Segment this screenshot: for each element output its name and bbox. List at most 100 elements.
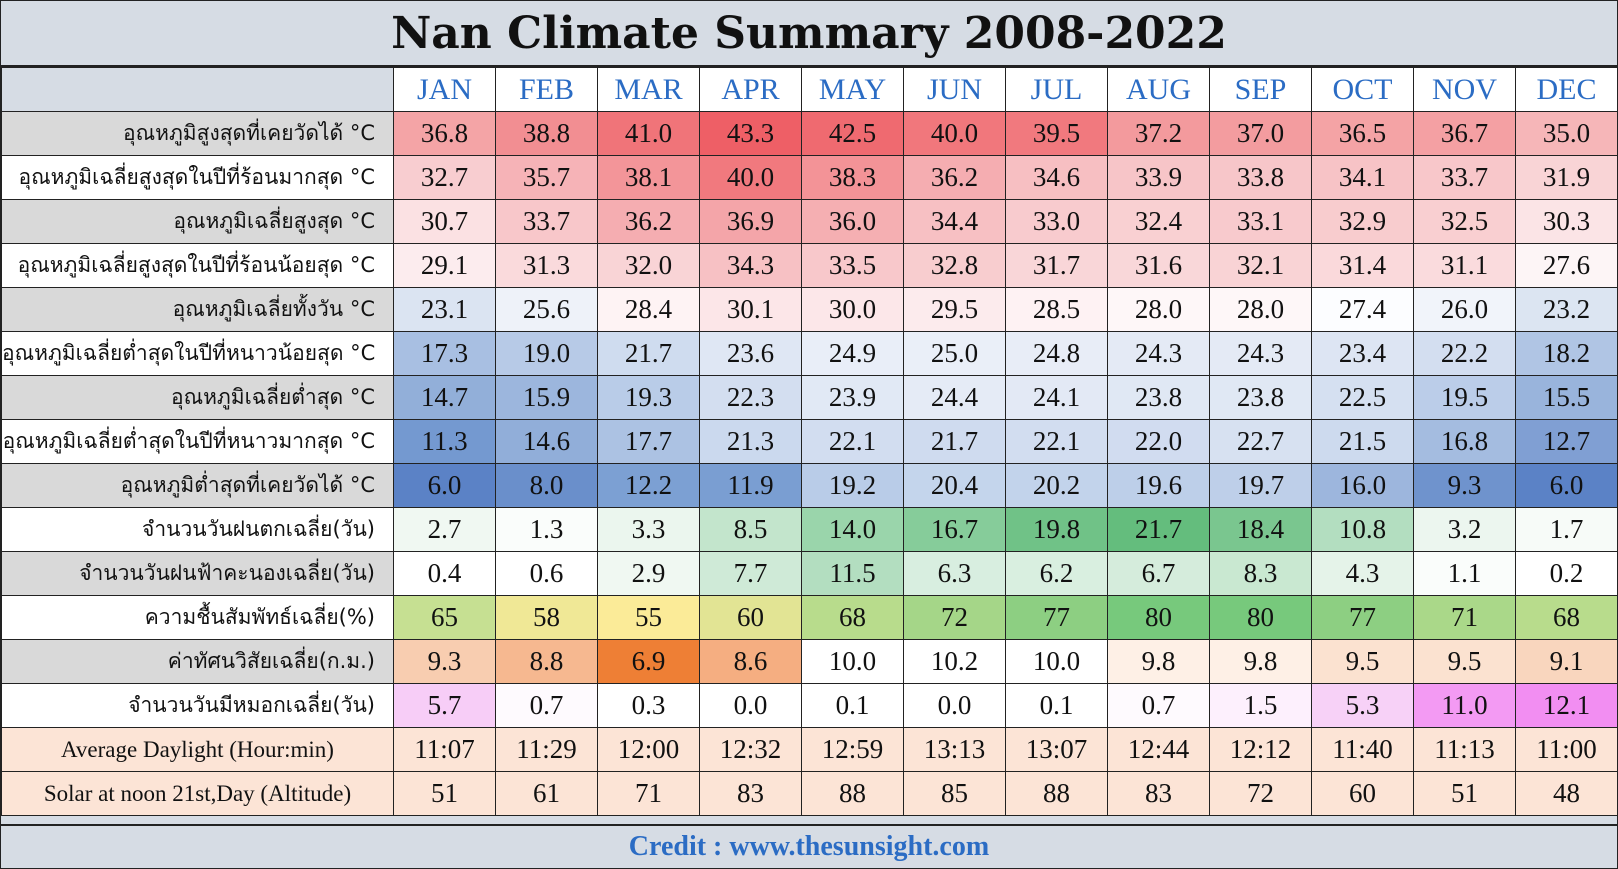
table-cell: 30.0 bbox=[801, 287, 904, 332]
table-cell: 34.3 bbox=[699, 243, 802, 288]
table-cell: 23.8 bbox=[1209, 375, 1312, 420]
header-corner bbox=[1, 67, 394, 112]
table-cell: 21.7 bbox=[1107, 507, 1210, 552]
table-cell: 51 bbox=[1413, 771, 1516, 816]
table-cell: 24.3 bbox=[1209, 331, 1312, 376]
column-header-sep: SEP bbox=[1209, 67, 1312, 112]
table-cell: 20.4 bbox=[903, 463, 1006, 508]
table-cell: 24.8 bbox=[1005, 331, 1108, 376]
table-cell: 22.3 bbox=[699, 375, 802, 420]
row-label: ค่าทัศนวิสัยเฉลี่ย(ก.ม.) bbox=[1, 639, 394, 684]
table-cell: 21.7 bbox=[903, 419, 1006, 464]
table-cell: 6.9 bbox=[597, 639, 700, 684]
table-cell: 12:00 bbox=[597, 727, 700, 772]
table-cell: 7.7 bbox=[699, 551, 802, 596]
row-label: อุณหภูมิเฉลี่ยต่ำสุด °C bbox=[1, 375, 394, 420]
table-cell: 6.0 bbox=[393, 463, 496, 508]
table-cell: 38.8 bbox=[495, 111, 598, 156]
table-cell: 19.6 bbox=[1107, 463, 1210, 508]
table-cell: 11:00 bbox=[1515, 727, 1618, 772]
table-cell: 34.4 bbox=[903, 199, 1006, 244]
table-cell: 33.5 bbox=[801, 243, 904, 288]
table-cell: 11:07 bbox=[393, 727, 496, 772]
table-cell: 12.7 bbox=[1515, 419, 1618, 464]
table-cell: 29.1 bbox=[393, 243, 496, 288]
table-cell: 31.4 bbox=[1311, 243, 1414, 288]
table-cell: 32.8 bbox=[903, 243, 1006, 288]
table-cell: 19.5 bbox=[1413, 375, 1516, 420]
table-cell: 11:29 bbox=[495, 727, 598, 772]
row-label: Average Daylight (Hour:min) bbox=[1, 727, 394, 772]
table-cell: 32.1 bbox=[1209, 243, 1312, 288]
table-cell: 0.0 bbox=[699, 683, 802, 728]
table-cell: 11.0 bbox=[1413, 683, 1516, 728]
table-cell: 33.9 bbox=[1107, 155, 1210, 200]
table-cell: 18.2 bbox=[1515, 331, 1618, 376]
table-cell: 28.0 bbox=[1107, 287, 1210, 332]
column-header-dec: DEC bbox=[1515, 67, 1618, 112]
table-cell: 32.4 bbox=[1107, 199, 1210, 244]
table-cell: 8.8 bbox=[495, 639, 598, 684]
table-cell: 12.1 bbox=[1515, 683, 1618, 728]
table-cell: 40.0 bbox=[699, 155, 802, 200]
table-cell: 9.3 bbox=[1413, 463, 1516, 508]
table-cell: 12.2 bbox=[597, 463, 700, 508]
table-cell: 83 bbox=[699, 771, 802, 816]
table-cell: 27.4 bbox=[1311, 287, 1414, 332]
table-cell: 34.1 bbox=[1311, 155, 1414, 200]
table-cell: 68 bbox=[1515, 595, 1618, 640]
table-row: อุณหภูมิเฉลี่ยต่ำสุดในปีที่หนาวมากสุด °C… bbox=[1, 419, 1618, 464]
table-cell: 28.5 bbox=[1005, 287, 1108, 332]
table-cell: 3.3 bbox=[597, 507, 700, 552]
table-row: อุณหภูมิเฉลี่ยทั้งวัน °C 23.1 25.6 28.4 30.1… bbox=[1, 287, 1618, 332]
table-cell: 10.2 bbox=[903, 639, 1006, 684]
table-cell: 43.3 bbox=[699, 111, 802, 156]
table-cell: 31.6 bbox=[1107, 243, 1210, 288]
table-cell: 9.8 bbox=[1107, 639, 1210, 684]
table-cell: 31.1 bbox=[1413, 243, 1516, 288]
table-cell: 12:32 bbox=[699, 727, 802, 772]
table-cell: 13:07 bbox=[1005, 727, 1108, 772]
table-row: อุณหภูมิเฉลี่ยต่ำสุด °C 14.7 15.9 19.3 22.3 2… bbox=[1, 375, 1618, 420]
table-cell: 23.4 bbox=[1311, 331, 1414, 376]
month-header-row: JAN FEB MAR APR MAY JUN JUL AUG SEP OCT NOV DEC bbox=[1, 67, 1618, 112]
table-cell: 12:59 bbox=[801, 727, 904, 772]
table-cell: 26.0 bbox=[1413, 287, 1516, 332]
column-header-feb: FEB bbox=[495, 67, 598, 112]
table-cell: 13:13 bbox=[903, 727, 1006, 772]
table-cell: 22.2 bbox=[1413, 331, 1516, 376]
column-header-jun: JUN bbox=[903, 67, 1006, 112]
table-cell: 77 bbox=[1005, 595, 1108, 640]
table-cell: 14.0 bbox=[801, 507, 904, 552]
table-cell: 0.4 bbox=[393, 551, 496, 596]
table-cell: 0.1 bbox=[1005, 683, 1108, 728]
table-cell: 9.3 bbox=[393, 639, 496, 684]
column-header-jul: JUL bbox=[1005, 67, 1108, 112]
table-cell: 2.7 bbox=[393, 507, 496, 552]
table-cell: 36.5 bbox=[1311, 111, 1414, 156]
table-cell: 20.2 bbox=[1005, 463, 1108, 508]
table-cell: 33.0 bbox=[1005, 199, 1108, 244]
table-cell: 39.5 bbox=[1005, 111, 1108, 156]
table-cell: 11.9 bbox=[699, 463, 802, 508]
table-cell: 36.7 bbox=[1413, 111, 1516, 156]
table-cell: 32.0 bbox=[597, 243, 700, 288]
table-cell: 11:40 bbox=[1311, 727, 1414, 772]
table-row: อุณหภูมิเฉลี่ยต่ำสุดในปีที่หนาวน้อยสุด °… bbox=[1, 331, 1618, 376]
table-cell: 32.5 bbox=[1413, 199, 1516, 244]
row-label: Solar at noon 21st,Day (Altitude) bbox=[1, 771, 394, 816]
table-cell: 0.3 bbox=[597, 683, 700, 728]
table-cell: 12:12 bbox=[1209, 727, 1312, 772]
table-cell: 0.0 bbox=[903, 683, 1006, 728]
table-cell: 8.6 bbox=[699, 639, 802, 684]
table-cell: 88 bbox=[1005, 771, 1108, 816]
table-cell: 10.0 bbox=[1005, 639, 1108, 684]
column-header-mar: MAR bbox=[597, 67, 700, 112]
table-cell: 9.1 bbox=[1515, 639, 1618, 684]
table-cell: 12:44 bbox=[1107, 727, 1210, 772]
table-cell: 0.2 bbox=[1515, 551, 1618, 596]
table-cell: 6.0 bbox=[1515, 463, 1618, 508]
table-cell: 29.5 bbox=[903, 287, 1006, 332]
table-cell: 11:13 bbox=[1413, 727, 1516, 772]
table-cell: 36.8 bbox=[393, 111, 496, 156]
